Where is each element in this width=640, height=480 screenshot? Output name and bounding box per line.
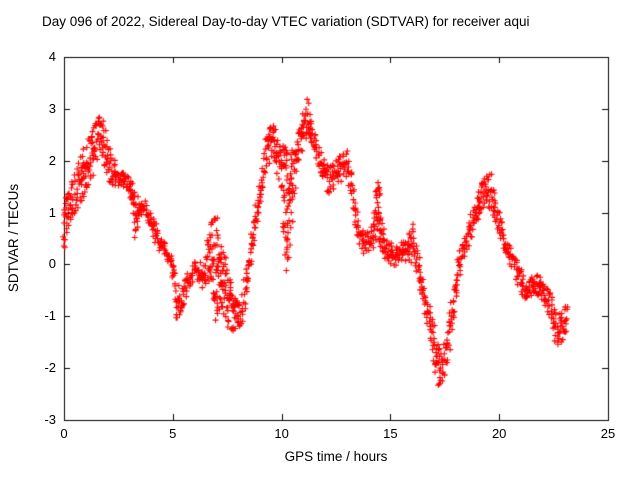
chart-title: Day 096 of 2022, Sidereal Day-to-day VTE…: [42, 14, 530, 29]
y-tick-label: 2: [48, 152, 56, 168]
x-tick-label: 10: [274, 426, 289, 441]
y-tick-label: 0: [48, 256, 56, 272]
x-axis-label: GPS time / hours: [284, 449, 388, 464]
x-tick-label: 20: [491, 426, 507, 441]
x-tick-label: 25: [600, 426, 616, 441]
x-tick-label: 15: [383, 426, 398, 441]
y-tick-label: -1: [44, 308, 56, 324]
x-tick-label: 5: [169, 426, 177, 441]
y-tick-label: -2: [44, 360, 56, 376]
y-tick-label: 4: [48, 49, 56, 64]
x-tick-label: 0: [60, 426, 68, 441]
y-tick-label: 3: [48, 100, 56, 116]
y-tick-label: -3: [44, 412, 56, 427]
y-tick-label: 1: [48, 204, 56, 220]
